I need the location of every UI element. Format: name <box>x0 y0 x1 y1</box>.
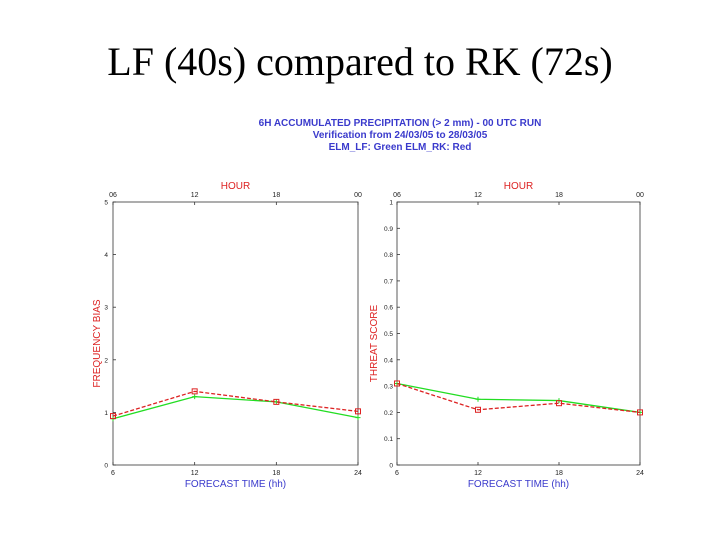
chart2-y-tick-label: 0.8 <box>384 252 393 259</box>
chart1-top-tick-label: 18 <box>272 192 280 199</box>
chart2-y-tick-label: 0.7 <box>384 278 393 285</box>
chart2-y-axis-label: THREAT SCORE <box>369 304 380 382</box>
chart2-series-elm-rk-line <box>396 382 641 414</box>
chart2-y-tick-label: 0.4 <box>384 357 393 364</box>
chart1-plot-frame <box>112 201 359 466</box>
chart2-top-tick-label: 00 <box>636 192 644 199</box>
chart2-series-elm-lf-point <box>475 396 481 402</box>
chart2-series-elm-rk-point <box>556 400 562 407</box>
chart1-top-tick-label: 00 <box>354 192 362 199</box>
chart2-top-tick-label: 18 <box>555 192 563 199</box>
chart1-x-tick-label: 18 <box>272 470 280 477</box>
chart1-x-tick-label: 12 <box>191 470 199 477</box>
slide-title: LF (40s) compared to RK (72s) <box>107 39 613 84</box>
chart1-top-tick-label: 12 <box>191 192 199 199</box>
chart2-title: HOUR <box>504 181 533 192</box>
chart2-x-tick-label: 12 <box>474 470 482 477</box>
chart1-series-elm-rk-point <box>273 398 280 405</box>
chart2-y-tick-label: 0.3 <box>384 384 393 391</box>
chart2-x-tick-label: 6 <box>395 470 399 477</box>
chart2-y-tick-label: 0.9 <box>384 226 393 233</box>
chart1-y-tick-label: 0 <box>104 463 108 470</box>
chart1-title: HOUR <box>221 181 250 192</box>
chart2-series-elm-rk-point <box>475 406 481 413</box>
chart-header: 6H ACCUMULATED PRECIPITATION (> 2 mm) - … <box>170 118 630 154</box>
chart1-y-tick-label: 5 <box>104 200 108 207</box>
chart-header-period: Verification from 24/03/05 to 28/03/05 <box>312 130 488 141</box>
chart-header-title: 6H ACCUMULATED PRECIPITATION (> 2 mm) - … <box>258 118 542 129</box>
chart2-y-tick-label: 0 <box>389 463 393 470</box>
chart2-y-tick-label: 0.6 <box>384 305 393 312</box>
chart1-y-tick-label: 2 <box>104 357 108 364</box>
chart2-x-tick-label: 18 <box>555 470 563 477</box>
chart2-series-elm-lf-line <box>396 382 641 414</box>
chart1-x-tick-label: 24 <box>354 470 362 477</box>
chart2-y-tick-label: 0.1 <box>384 436 393 443</box>
chart1-top-tick-label: 06 <box>109 192 117 199</box>
chart1-y-tick-label: 4 <box>104 252 108 259</box>
chart1-series-elm-rk-point <box>355 408 361 415</box>
chart1-y-tick-label: 3 <box>104 305 108 312</box>
chart1-series-elm-lf-point <box>355 415 361 421</box>
chart1-y-tick-label: 1 <box>104 410 108 417</box>
chart1-series-elm-rk-point <box>110 413 116 420</box>
chart1-x-tick-label: 6 <box>111 470 115 477</box>
chart2-series-elm-rk-point <box>394 380 400 387</box>
chart2-top-tick-label: 06 <box>393 192 401 199</box>
chart2-x-tick-label: 24 <box>636 470 644 477</box>
chart2-y-tick-label: 0.5 <box>384 331 393 338</box>
chart1-x-axis-label: FORECAST TIME (hh) <box>185 479 286 490</box>
chart1-series-elm-lf-point <box>192 394 198 400</box>
chart2-top-tick-label: 12 <box>474 192 482 199</box>
chart2-series-elm-rk-point <box>637 409 643 416</box>
chart1-series-elm-rk-point <box>191 388 198 395</box>
chart1-series-elm-rk-line <box>112 390 359 417</box>
chart2-y-tick-label: 0.2 <box>384 410 393 417</box>
chart2-plot-frame <box>396 201 641 466</box>
chart2-y-tick-label: 1 <box>389 200 393 207</box>
chart1-y-axis-label: FREQUENCY BIAS <box>92 299 103 387</box>
chart-header-legend: ELM_LF: Green ELM_RK: Red <box>328 142 472 153</box>
chart2-x-axis-label: FORECAST TIME (hh) <box>468 479 569 490</box>
chart1-series-elm-lf-line <box>112 395 359 420</box>
